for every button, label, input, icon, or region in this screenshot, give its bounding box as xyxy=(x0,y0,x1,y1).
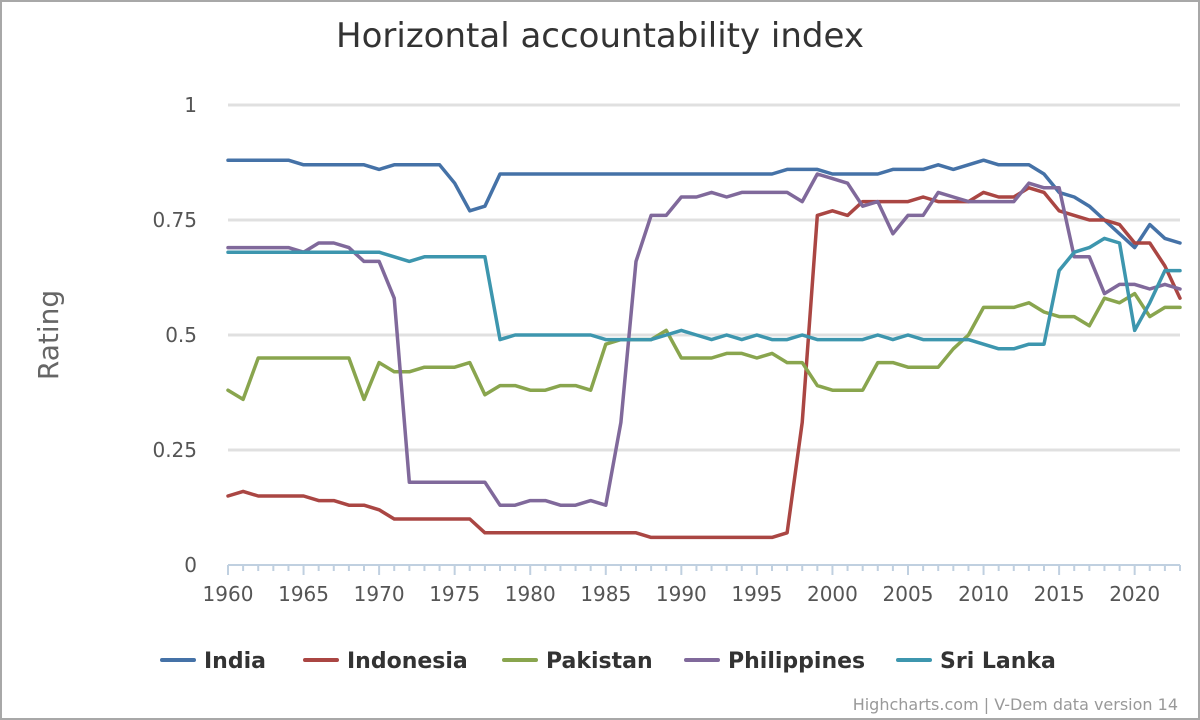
x-tick-label: 1975 xyxy=(429,582,480,606)
legend-label: Pakistan xyxy=(546,649,653,674)
x-tick-label: 2010 xyxy=(958,582,1009,606)
x-tick-label: 1990 xyxy=(656,582,707,606)
legend-item-indonesia[interactable]: Indonesia xyxy=(303,649,468,674)
x-tick-label: 1985 xyxy=(580,582,631,606)
series-line-pakistan[interactable] xyxy=(226,291,1182,402)
series-group xyxy=(226,158,1182,540)
legend-item-philippines[interactable]: Philippines xyxy=(684,649,865,674)
x-tick-label: 1980 xyxy=(505,582,556,606)
legend-label: India xyxy=(204,649,266,674)
legend: India Indonesia Pakistan Philippines Sri Lan… xyxy=(160,649,1056,674)
x-tick-label: 1960 xyxy=(203,582,254,606)
y-tick-label: 0 xyxy=(184,553,197,577)
legend-item-india[interactable]: India xyxy=(160,649,266,674)
legend-label: Indonesia xyxy=(347,649,468,674)
x-axis: 1960 1965 1970 1975 1980 1985 1990 1995 2000 2005… xyxy=(203,564,1181,606)
legend-item-sri-lanka[interactable]: Sri Lanka xyxy=(896,649,1056,674)
x-tick-label: 2020 xyxy=(1109,582,1160,606)
y-tick-label: 0.75 xyxy=(152,208,197,232)
series-line-india[interactable] xyxy=(226,158,1182,250)
grid-lines xyxy=(228,103,1180,452)
x-tick-label: 2005 xyxy=(883,582,934,606)
y-tick-label: 1 xyxy=(184,93,197,117)
legend-item-pakistan[interactable]: Pakistan xyxy=(502,649,653,674)
series-line-philippines[interactable] xyxy=(226,172,1182,507)
y-tick-label: 0.5 xyxy=(165,323,197,347)
x-tick-label: 1995 xyxy=(731,582,782,606)
x-tick-label: 1970 xyxy=(354,582,405,606)
x-tick-label: 1965 xyxy=(278,582,329,606)
series-line-sri-lanka[interactable] xyxy=(226,236,1182,351)
chart-title: Horizontal accountability index xyxy=(336,16,864,56)
y-axis-title: Rating xyxy=(32,290,65,380)
y-axis-labels: 0 0.25 0.5 0.75 1 xyxy=(152,93,197,577)
legend-label: Philippines xyxy=(728,649,865,674)
legend-label: Sri Lanka xyxy=(940,649,1056,674)
series-line-indonesia[interactable] xyxy=(226,186,1182,540)
y-tick-label: 0.25 xyxy=(152,438,197,462)
x-tick-label: 2015 xyxy=(1034,582,1085,606)
credits-label[interactable]: Highcharts.com | V-Dem data version 14 xyxy=(853,695,1178,714)
x-tick-label: 2000 xyxy=(807,582,858,606)
